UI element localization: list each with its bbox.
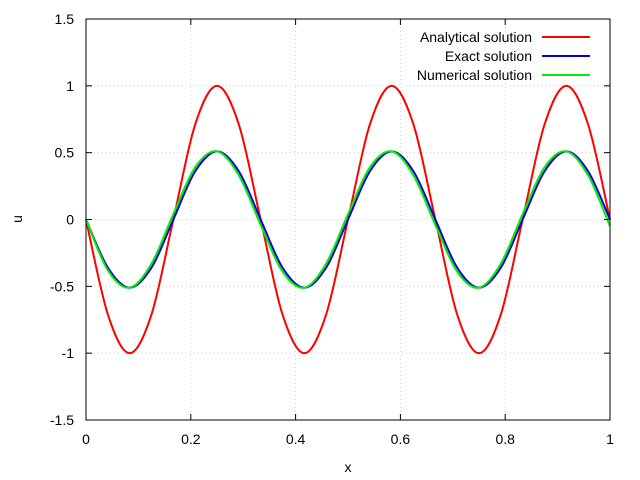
y-tick-label: -1.5 [50, 412, 74, 428]
y-tick-label: 0.5 [55, 145, 75, 161]
axis-ticks [85, 18, 611, 421]
legend: Analytical solution Exact solution Numeric… [417, 29, 590, 83]
x-tick-label: 0.2 [181, 431, 201, 447]
y-tick-label: 1 [66, 78, 74, 94]
legend-label-numerical-solution: Numerical solution [417, 67, 532, 83]
x-tick-label: 1 [606, 431, 614, 447]
y-tick-label: 0 [66, 212, 74, 228]
legend-label-exact-solution: Exact solution [445, 48, 532, 64]
x-axis-label: x [345, 459, 352, 475]
y-tick-label: 1.5 [55, 11, 75, 27]
series-line-exact-solution [85, 150, 611, 289]
plot-area [85, 84, 611, 355]
x-tick-label: 0 [82, 431, 90, 447]
series-line-numerical-solution [85, 150, 611, 289]
x-tick-label: 0.8 [495, 431, 515, 447]
y-tick-label: -0.5 [50, 278, 74, 294]
x-tick-label: 0.6 [391, 431, 411, 447]
x-axis-tick-labels: 0 0.2 0.4 0.6 0.8 1 [82, 431, 614, 447]
y-axis-label: u [9, 215, 25, 223]
y-axis-tick-labels: -1.5 -1 -0.5 0 0.5 1 1.5 [50, 11, 74, 428]
legend-label-analytical-solution: Analytical solution [420, 29, 532, 45]
x-tick-label: 0.4 [286, 431, 306, 447]
y-tick-label: -1 [62, 345, 75, 361]
